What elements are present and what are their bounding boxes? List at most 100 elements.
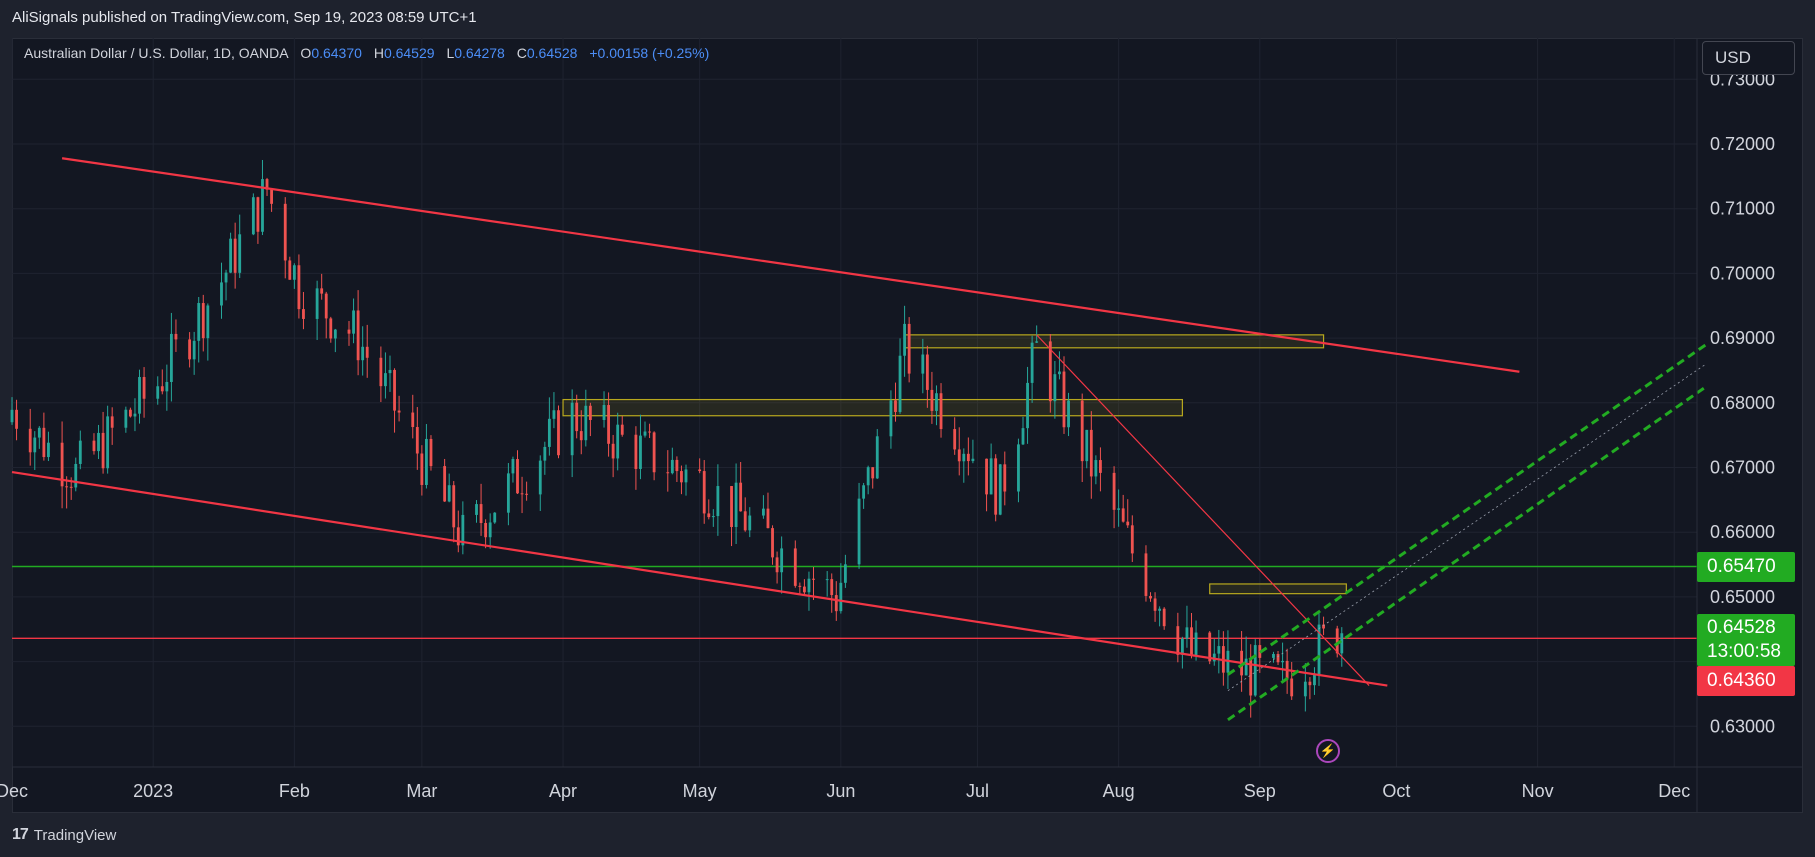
candle-body xyxy=(1281,660,1284,663)
trend-line xyxy=(1036,334,1370,686)
symbol-label: Australian Dollar / U.S. Dollar, 1D, OAN… xyxy=(24,45,289,61)
candle-body xyxy=(33,437,37,453)
candle-body xyxy=(1126,521,1130,526)
candle-body xyxy=(743,511,747,531)
candle-body xyxy=(516,459,519,494)
candle-body xyxy=(429,438,433,467)
x-tick-label: Dec xyxy=(1658,781,1690,801)
candle-body xyxy=(584,405,588,441)
current-price-value: 0.64528 xyxy=(1707,617,1776,638)
candle-body xyxy=(315,288,319,319)
candle-body xyxy=(543,446,547,461)
candle-body xyxy=(197,303,201,341)
candle-body xyxy=(793,548,797,586)
candle-body xyxy=(1335,628,1339,654)
candle-body xyxy=(1322,624,1325,629)
candle-body xyxy=(907,323,911,374)
candle-body xyxy=(1089,429,1093,477)
low-value: 0.64278 xyxy=(454,45,505,61)
x-tick-label: Nov xyxy=(1522,781,1554,801)
candle-body xyxy=(684,469,688,483)
candle-body xyxy=(393,369,396,411)
candle-body xyxy=(921,354,925,374)
candle-body xyxy=(1035,341,1039,343)
candle-body xyxy=(420,453,424,485)
candle-body xyxy=(479,504,483,524)
candle-body xyxy=(839,582,843,612)
candle-body xyxy=(843,564,847,583)
candle-body xyxy=(775,557,779,573)
resistance-level-tag: 0.64360 xyxy=(1697,666,1795,696)
candle-body xyxy=(575,402,579,432)
candle-body xyxy=(748,515,752,531)
x-tick-label: Mar xyxy=(406,781,437,801)
candle-body xyxy=(1272,654,1275,658)
candle-body xyxy=(1021,428,1025,445)
candle-body xyxy=(730,486,733,527)
candle-body xyxy=(1249,658,1253,696)
candle-body xyxy=(1244,658,1248,676)
candle-body xyxy=(1208,632,1212,662)
candle-body xyxy=(1112,472,1116,510)
candle-body xyxy=(698,469,702,472)
candle-body xyxy=(106,416,110,469)
candle-body xyxy=(256,197,260,232)
candle-body xyxy=(620,424,624,435)
y-tick-label: 0.67000 xyxy=(1710,458,1775,478)
candle-body xyxy=(443,466,447,502)
bar-countdown: 13:00:58 xyxy=(1707,641,1781,662)
candle-body xyxy=(388,369,392,374)
candle-body xyxy=(261,179,264,232)
candle-body xyxy=(602,405,606,421)
candle-body xyxy=(989,458,993,495)
candle-body xyxy=(37,427,41,438)
candle-body xyxy=(397,410,401,413)
chart-frame[interactable] xyxy=(12,38,1803,813)
x-tick-label: Dec xyxy=(0,781,28,801)
candle-body xyxy=(156,386,160,399)
candle-body xyxy=(680,471,683,483)
candle-body xyxy=(60,442,64,487)
candle-body xyxy=(10,409,14,423)
candle-body xyxy=(1058,371,1061,375)
candle-body xyxy=(1144,553,1148,596)
candle-body xyxy=(124,409,128,428)
resistance-zone xyxy=(562,398,1183,417)
candle-body xyxy=(415,427,419,454)
candle-body xyxy=(1130,525,1134,554)
candle-body xyxy=(971,458,975,462)
candle-body xyxy=(648,431,651,433)
y-tick-label: 0.70000 xyxy=(1710,263,1775,283)
candle-body xyxy=(265,179,269,190)
candle-body xyxy=(862,485,866,499)
candle-body xyxy=(425,438,428,485)
candle-body xyxy=(174,333,178,340)
projected-channel-line xyxy=(1227,385,1707,722)
axes: 0.730000.720000.710000.700000.690000.680… xyxy=(0,38,1803,812)
candle-body xyxy=(1313,674,1316,686)
candle-body xyxy=(1190,627,1193,656)
candle-body xyxy=(511,459,515,474)
candle-body xyxy=(903,323,907,356)
candle-body xyxy=(1026,382,1029,429)
candle-body xyxy=(92,440,96,452)
candle-body xyxy=(229,238,233,273)
candle-body xyxy=(169,333,173,382)
low-label: L xyxy=(446,45,455,61)
candle-body xyxy=(138,377,141,414)
footer-brand: TradingView xyxy=(33,826,117,844)
candle-body xyxy=(74,463,78,488)
candle-body xyxy=(128,409,132,417)
currency-button[interactable]: USD xyxy=(1702,41,1795,75)
candle-body xyxy=(702,471,706,514)
candle-body xyxy=(1194,632,1198,656)
candle-body xyxy=(47,442,50,458)
candle-body xyxy=(1340,633,1344,654)
candle-body xyxy=(233,238,237,273)
lightning-alert-icon[interactable]: ⚡ xyxy=(1316,739,1340,763)
candle-body xyxy=(461,514,465,546)
candle-body xyxy=(570,402,574,456)
candle-body xyxy=(994,458,998,515)
candle-body xyxy=(670,459,674,474)
